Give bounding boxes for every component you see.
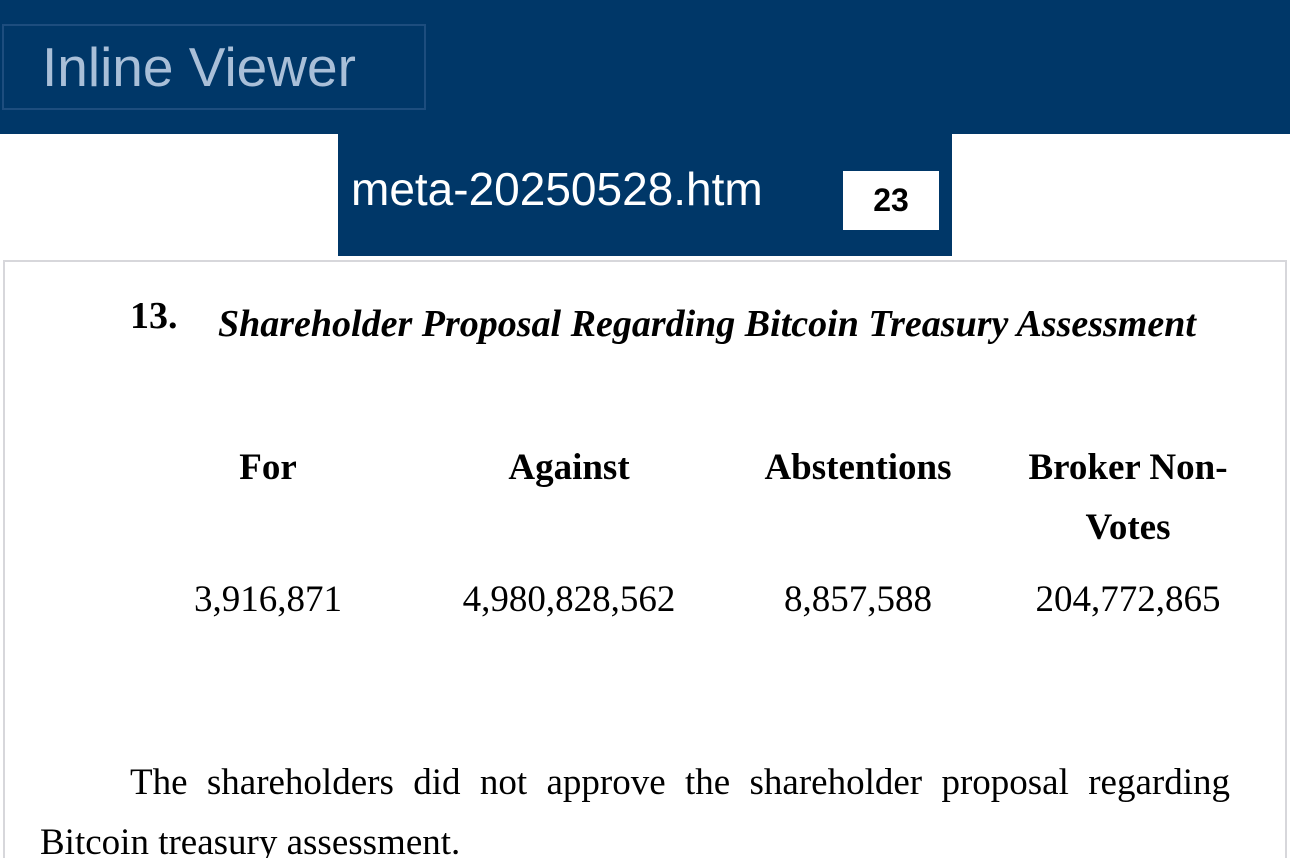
vote-header-for: For — [239, 447, 297, 488]
app-header: Inline Viewer — [0, 0, 1290, 134]
file-name: meta-20250528.htm — [351, 163, 763, 215]
result-paragraph: The shareholders did not approve the sha… — [40, 762, 1230, 858]
vote-value-for: 3,916,871 — [194, 579, 342, 620]
vote-header-broker-non-votes: Broker Non-Votes — [1028, 447, 1228, 548]
file-tab[interactable]: meta-20250528.htm 23 — [338, 134, 952, 256]
vote-value-broker-non-votes: 204,772,865 — [1035, 579, 1221, 620]
vote-header-abstentions: Abstentions — [764, 447, 952, 488]
app-title: Inline Viewer — [42, 36, 356, 98]
item-title: Shareholder Proposal Regarding Bitcoin T… — [218, 303, 1196, 345]
file-count-badge[interactable]: 23 — [843, 171, 939, 230]
item-number: 13. — [130, 295, 178, 337]
vote-value-abstentions: 8,857,588 — [784, 579, 932, 620]
app-title-button[interactable]: Inline Viewer — [2, 24, 426, 110]
vote-header-against: Against — [508, 447, 630, 488]
vote-value-against: 4,980,828,562 — [462, 579, 676, 620]
document-frame — [3, 260, 1287, 858]
